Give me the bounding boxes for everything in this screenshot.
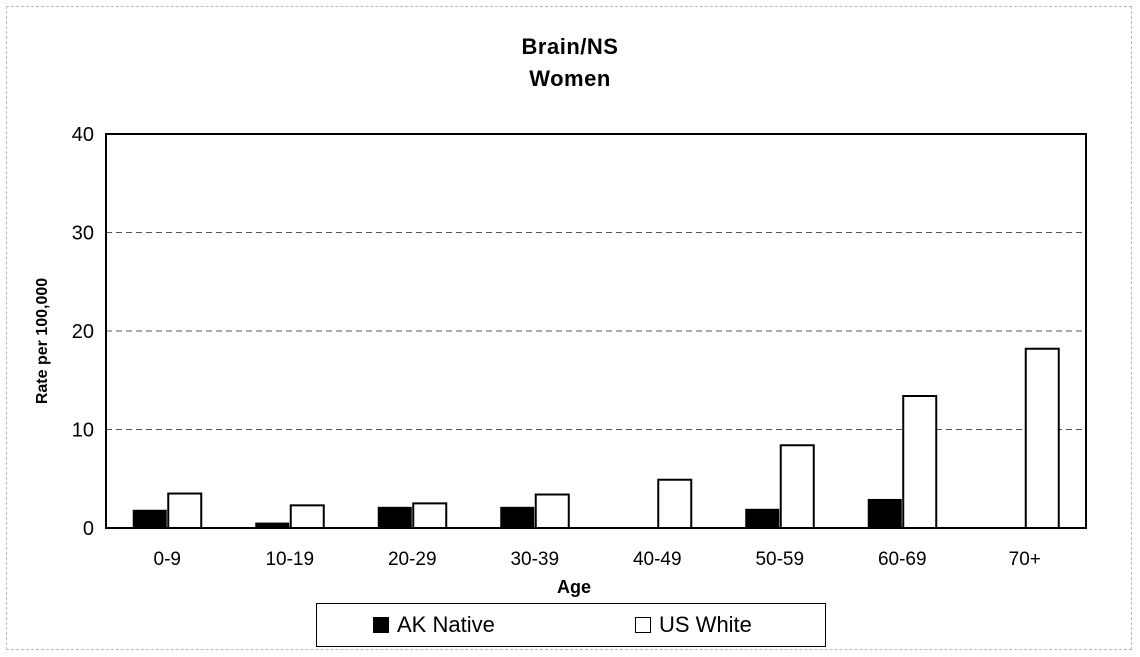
legend-label-us-white: US White xyxy=(659,612,752,637)
x-tick-label: 70+ xyxy=(1009,549,1041,570)
x-tick-label: 60-69 xyxy=(878,549,927,570)
chart-title: Brain/NS xyxy=(521,34,619,59)
bar-ak-native-50-59 xyxy=(745,508,780,529)
legend-label-ak-native: AK Native xyxy=(397,612,495,637)
legend: AK Native US White xyxy=(316,603,826,647)
legend-swatch-us-white xyxy=(635,617,651,633)
bar-us-white-50-59 xyxy=(779,444,815,530)
legend-item-us-white: US White xyxy=(635,612,752,638)
bar-ak-native-30-39 xyxy=(500,506,535,529)
x-tick-label: 30-39 xyxy=(510,549,559,570)
x-axis-label: Age xyxy=(557,577,591,597)
x-tick-label: 50-59 xyxy=(755,549,804,570)
y-tick-label: 20 xyxy=(72,321,94,343)
bar-us-white-60-69 xyxy=(902,395,938,530)
y-tick-label: 0 xyxy=(83,518,94,540)
bar-ak-native-0-9 xyxy=(132,509,167,529)
legend-swatch-ak-native xyxy=(373,617,389,633)
y-tick-label: 40 xyxy=(72,124,94,146)
plot-border xyxy=(105,133,1087,529)
bar-us-white-30-39 xyxy=(534,493,570,530)
chart-subtitle: Women xyxy=(529,66,611,91)
bar-ak-native-60-69 xyxy=(867,498,902,529)
y-tick-label: 30 xyxy=(72,223,94,245)
y-axis-label: Rate per 100,000 xyxy=(34,278,51,404)
bar-us-white-10-19 xyxy=(289,504,325,530)
x-tick-label: 10-19 xyxy=(265,549,314,570)
bar-us-white-40-49 xyxy=(657,478,693,529)
x-tick-label: 0-9 xyxy=(154,549,181,570)
x-tick-label: 20-29 xyxy=(388,549,437,570)
y-tick-label: 10 xyxy=(72,420,94,442)
bar-ak-native-20-29 xyxy=(377,506,412,529)
bar-us-white-70+ xyxy=(1024,347,1060,530)
chart-frame xyxy=(6,6,1132,650)
x-tick-label: 40-49 xyxy=(633,549,682,570)
legend-item-ak-native: AK Native xyxy=(373,612,495,638)
bar-us-white-20-29 xyxy=(412,502,448,529)
bar-us-white-0-9 xyxy=(167,492,203,529)
